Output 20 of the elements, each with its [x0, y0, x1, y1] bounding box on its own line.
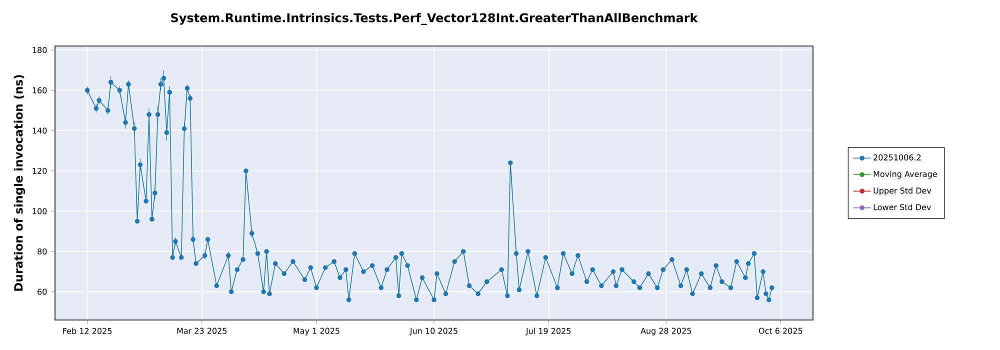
legend-label: Upper Std Dev	[874, 187, 932, 196]
x-tick-label: Jun 10 2025	[410, 328, 458, 336]
y-tick-label: 160	[32, 87, 47, 94]
y-axis-title: Duration of single invocation (ns)	[14, 75, 26, 291]
x-tick-label: Feb 12 2025	[63, 328, 112, 334]
y-tick-label: 120	[32, 168, 47, 174]
y-tick-label: 140	[32, 128, 47, 134]
x-tick-label: Jul 19 2025	[526, 328, 571, 336]
x-tick-label: Aug 28 2025	[640, 328, 692, 336]
legend-label: Lower Std Dev	[874, 204, 931, 210]
chart-title: System.Runtime.Intrinsics.Tests.Perf_Vector128Int.GreaterThanAllBenchmark	[171, 13, 698, 25]
y-tick-label: 80	[38, 248, 47, 255]
y-tick-label: 60	[38, 288, 47, 295]
legend-label: 20251006.2	[874, 154, 921, 160]
y-tick-label: 100	[32, 208, 47, 214]
legend-label: Moving Average	[874, 170, 937, 179]
x-tick-label: Mar 23 2025	[177, 328, 227, 334]
x-tick-label: May 1 2025	[294, 328, 340, 336]
y-tick-label: 180	[32, 46, 47, 54]
x-tick-label: Oct 6 2025	[758, 328, 802, 334]
